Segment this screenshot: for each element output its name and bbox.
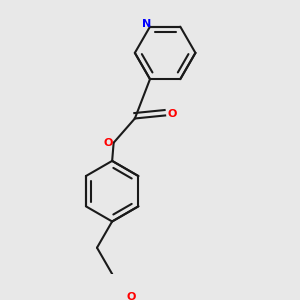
Text: N: N <box>142 19 151 29</box>
Text: O: O <box>103 138 113 148</box>
Text: O: O <box>167 109 176 119</box>
Text: O: O <box>126 292 136 300</box>
